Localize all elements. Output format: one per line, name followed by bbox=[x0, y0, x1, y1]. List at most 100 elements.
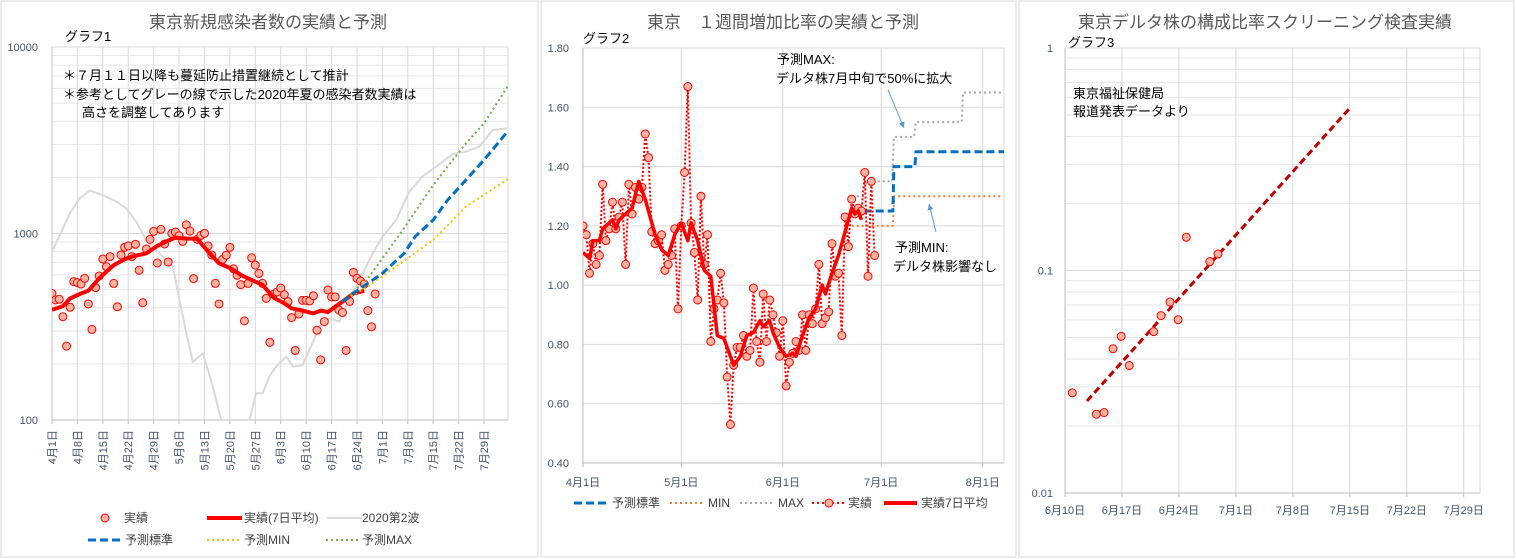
actual-point bbox=[330, 292, 340, 302]
x-tick-label: 5月13日 bbox=[199, 430, 211, 470]
chart-title: 東京 １週間増加比率の実績と予測 bbox=[647, 13, 919, 32]
chart-title: 東京デルタ株の構成比率スクリーニング検査実績 bbox=[1078, 12, 1452, 32]
actual-point bbox=[863, 271, 873, 281]
plot-area bbox=[583, 82, 1004, 429]
series-2020-wave-line bbox=[52, 127, 508, 420]
actual-point bbox=[152, 258, 162, 268]
actual-point bbox=[185, 226, 195, 236]
actual-point bbox=[109, 278, 119, 288]
actual-point bbox=[837, 331, 847, 341]
annotation-text: 予測MIN: bbox=[895, 240, 948, 255]
actual-point bbox=[594, 251, 604, 260]
actual-point bbox=[87, 324, 97, 334]
legend-label: 実績 bbox=[124, 510, 148, 525]
actual-point bbox=[765, 295, 775, 305]
actual-point bbox=[706, 336, 716, 346]
x-tick-label: 5月6日 bbox=[174, 430, 186, 464]
x-tick-label: 7月1日 bbox=[1219, 505, 1253, 517]
actual-point bbox=[591, 259, 601, 269]
actual-point bbox=[247, 253, 257, 263]
actual-point bbox=[265, 337, 275, 347]
actual-point bbox=[156, 224, 166, 234]
actual-point bbox=[138, 298, 148, 308]
actual-point bbox=[745, 345, 755, 355]
legend-label: 予測標準 bbox=[125, 532, 173, 547]
x-tick-label: 4月29日 bbox=[149, 430, 161, 470]
actual-point bbox=[210, 278, 220, 288]
x-tick-label: 8月1日 bbox=[966, 477, 1000, 489]
actual-point bbox=[341, 345, 351, 355]
x-tick-label: 4月15日 bbox=[98, 430, 110, 470]
actual-point bbox=[239, 316, 249, 326]
series-forecast-min-line bbox=[341, 178, 508, 303]
actual-point bbox=[781, 381, 791, 391]
x-tick-label: 7月8日 bbox=[1276, 505, 1310, 517]
plot-area bbox=[52, 85, 508, 420]
actual-point bbox=[601, 236, 611, 246]
actual-point bbox=[752, 336, 762, 346]
legend-label: 予測標準 bbox=[612, 495, 660, 510]
panel-border bbox=[540, 0, 1017, 558]
y-tick-label: 1.40 bbox=[548, 162, 569, 174]
actual-point bbox=[696, 191, 706, 201]
legend-item: 実績(7日平均) bbox=[207, 510, 319, 525]
y-tick-label: 1 bbox=[1047, 43, 1053, 55]
actual-point bbox=[80, 273, 90, 283]
actual-point bbox=[363, 306, 373, 316]
actual-point bbox=[640, 129, 650, 139]
note-line: ＊７月１１日以降も蔓延防止措置継続として推計 bbox=[63, 68, 349, 83]
graph-label: グラフ2 bbox=[583, 31, 629, 46]
actual-point bbox=[617, 197, 627, 207]
legend-label: 2020第2波 bbox=[362, 511, 419, 525]
actual-point bbox=[860, 168, 870, 177]
x-tick-label: 7月15日 bbox=[428, 430, 440, 470]
x-tick-label: 5月20日 bbox=[225, 430, 237, 470]
legend-label: 実績 bbox=[848, 495, 872, 510]
actual-point bbox=[105, 252, 115, 262]
actual-point bbox=[583, 230, 591, 240]
legend-label: 予測MAX bbox=[362, 533, 412, 547]
actual-point bbox=[1149, 327, 1159, 337]
actual-point bbox=[689, 248, 699, 258]
actual-point bbox=[607, 197, 617, 207]
actual-point bbox=[261, 293, 271, 303]
actual-point bbox=[663, 259, 673, 269]
legend-item: 予測標準 bbox=[88, 532, 173, 547]
actual-point bbox=[236, 280, 246, 290]
actual-point bbox=[134, 265, 144, 275]
actual-point bbox=[54, 294, 64, 304]
actual-point bbox=[680, 168, 690, 177]
actual-point bbox=[52, 288, 57, 298]
actual-point bbox=[702, 230, 712, 240]
actual-point bbox=[199, 228, 209, 238]
legend-item: 2020第2波 bbox=[327, 511, 419, 525]
actual-point bbox=[1165, 297, 1175, 307]
y-tick-label: 1000 bbox=[14, 229, 38, 241]
annotation-text: デルタ株影響なし bbox=[893, 259, 997, 274]
actual-point bbox=[62, 341, 72, 351]
x-tick-label: 7月1日 bbox=[377, 430, 389, 464]
actual-point bbox=[693, 295, 703, 305]
actual-point bbox=[1108, 344, 1118, 354]
y-tick-label: 0.80 bbox=[548, 339, 569, 351]
x-tick-label: 6月10日 bbox=[1045, 505, 1085, 517]
actual-point bbox=[370, 289, 380, 299]
x-tick-label: 7月29日 bbox=[479, 430, 491, 470]
series-7day-avg-line bbox=[583, 179, 864, 367]
x-tick-label: 7月29日 bbox=[1444, 505, 1484, 517]
actual-point bbox=[225, 242, 235, 252]
x-tick-label: 7月22日 bbox=[454, 430, 466, 470]
x-tick-label: 7月22日 bbox=[1387, 505, 1427, 517]
series-forecast-standard-line bbox=[341, 130, 508, 303]
actual-point bbox=[598, 179, 608, 189]
actual-point bbox=[65, 302, 75, 312]
chart-title: 東京新規感染者数の実績と予測 bbox=[149, 13, 387, 32]
legend-item: MIN bbox=[670, 496, 730, 510]
y-tick-label: 0.1 bbox=[1038, 266, 1053, 278]
panel-border bbox=[1018, 0, 1515, 558]
actual-point bbox=[866, 176, 876, 186]
panel-border bbox=[0, 0, 539, 558]
actual-point bbox=[83, 299, 93, 309]
actual-point bbox=[778, 316, 788, 326]
